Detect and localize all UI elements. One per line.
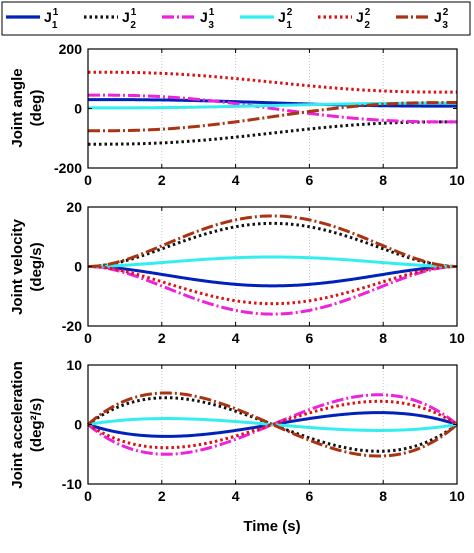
angle-series-line	[88, 120, 457, 146]
angle-ylabel-line1: Joint angle	[9, 68, 26, 147]
acceleration-ylabel-line1: Joint acceleration	[9, 361, 26, 489]
velocity-xtick-label: 6	[306, 330, 314, 346]
velocity-ytick-label: 20	[66, 199, 82, 215]
angle-ytick-label: 0	[74, 101, 82, 117]
angle-xtick-label: 0	[84, 172, 92, 188]
acceleration-ytick-label: -10	[62, 476, 82, 492]
velocity-xtick-label: 4	[232, 330, 240, 346]
angle-xtick-label: 8	[379, 172, 387, 188]
velocity-axes-box	[87, 206, 458, 327]
angle-series-line	[88, 101, 457, 133]
acceleration-xtick-label: 10	[449, 488, 465, 504]
velocity-xtick-label: 8	[379, 330, 387, 346]
velocity-series-line	[87, 265, 458, 288]
velocity-xtick-label: 10	[449, 330, 465, 346]
legend-box	[1, 1, 471, 36]
velocity-ytick-label: 0	[74, 259, 82, 275]
acceleration-panel: Joint acceleration (deg²/s) 0 2 4 6 8 10-1001…	[9, 357, 465, 504]
angle-series-line	[87, 70, 457, 94]
acceleration-xtick-label: 4	[232, 488, 240, 504]
acceleration-xtick-label: 8	[379, 488, 387, 504]
acceleration-ylabel-line2: (deg²/s)	[28, 398, 45, 452]
acceleration-xtick-label: 0	[84, 488, 92, 504]
velocity-ylabel-line1: Joint velocity	[9, 218, 26, 315]
x-axis-label: Time (s)	[243, 518, 300, 535]
acceleration-xtick-label: 2	[158, 488, 166, 504]
acceleration-series-line	[87, 417, 458, 432]
velocity-xtick-label: 2	[158, 330, 166, 346]
velocity-series-line	[87, 265, 458, 316]
angle-series-line	[88, 98, 457, 108]
acceleration-ytick-label: 10	[66, 357, 82, 373]
velocity-series-line	[88, 255, 457, 268]
velocity-series-line	[87, 221, 458, 268]
legend: J1 1J1 2J1 3J2 1J2 2J2 3	[1, 1, 471, 36]
velocity-series-line	[87, 214, 458, 268]
angle-ylabel-line2: (deg)	[28, 90, 45, 127]
angle-xtick-label: 6	[306, 172, 314, 188]
acceleration-ytick-label: 0	[74, 417, 82, 433]
angle-series-line	[88, 93, 457, 124]
acceleration-xtick-label: 6	[306, 488, 314, 504]
velocity-ytick-label: -20	[62, 318, 82, 334]
angle-ytick-label: 200	[59, 41, 83, 57]
velocity-series-line	[87, 265, 458, 306]
acceleration-series-line	[87, 399, 458, 450]
acceleration-series-line	[87, 391, 458, 458]
velocity-ylabel-line2: (deg/s)	[28, 242, 45, 291]
angle-xtick-label: 10	[449, 172, 465, 188]
angle-xtick-label: 4	[232, 172, 240, 188]
angle-ytick-label: -200	[54, 160, 82, 176]
velocity-xtick-label: 0	[84, 330, 92, 346]
angle-xtick-label: 2	[158, 172, 166, 188]
